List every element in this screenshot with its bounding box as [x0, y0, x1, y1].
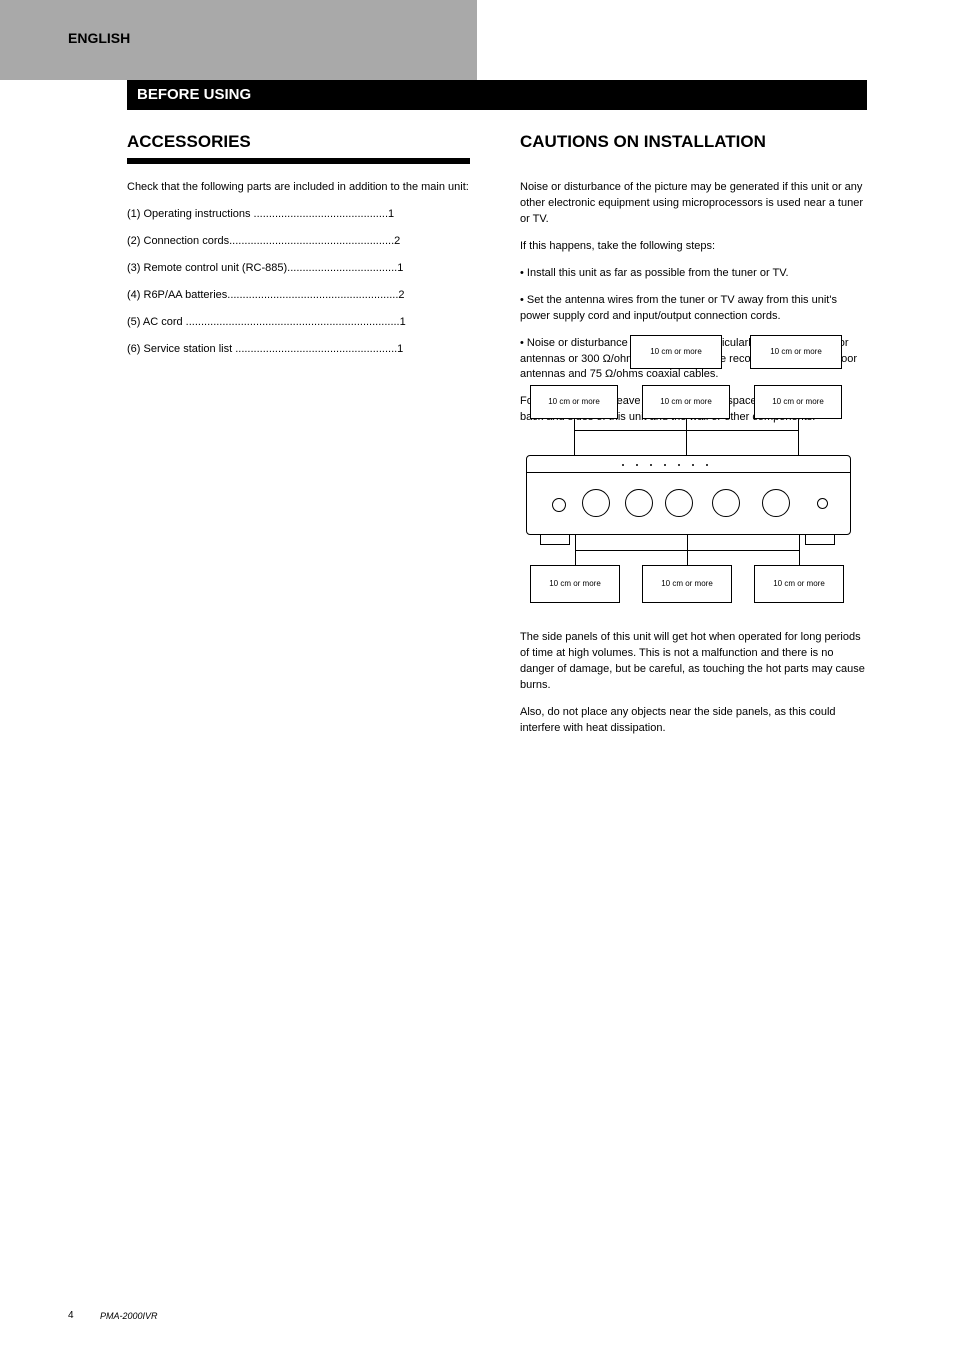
caution-para: If this happens, take the following step… — [520, 239, 865, 255]
connector-line — [798, 419, 799, 455]
led-dot — [664, 464, 666, 466]
clearance-box: 10 cm or more — [750, 335, 842, 369]
amp-led-row — [622, 464, 708, 466]
language-label: ENGLISH — [68, 30, 130, 46]
amp-knob — [582, 489, 610, 517]
led-dot — [636, 464, 638, 466]
accessory-item: (5) AC cord ............................… — [127, 315, 470, 331]
caution-para: Also, do not place any objects near the … — [520, 705, 865, 737]
led-dot — [650, 464, 652, 466]
left-column: Check that the following parts are inclu… — [127, 180, 470, 369]
clearance-box: 10 cm or more — [642, 565, 732, 603]
model-footer-label: PMA-2000IVR — [100, 1311, 158, 1321]
caution-bullet: • Set the antenna wires from the tuner o… — [520, 293, 865, 325]
amp-foot — [805, 535, 835, 545]
clearance-box-label: 10 cm or more — [770, 347, 822, 357]
clearance-box-label: 10 cm or more — [548, 397, 600, 407]
led-dot — [706, 464, 708, 466]
right-title-rule — [520, 158, 865, 164]
amp-foot — [540, 535, 570, 545]
section-black-bar: BEFORE USING — [127, 80, 867, 110]
led-dot — [622, 464, 624, 466]
connector-line — [575, 550, 799, 551]
clearance-box-label: 10 cm or more — [772, 397, 824, 407]
amplifier-front-panel — [526, 455, 851, 535]
caution-para: The side panels of this unit will get ho… — [520, 630, 865, 694]
caution-para: Noise or disturbance of the picture may … — [520, 180, 865, 228]
accessories-intro: Check that the following parts are inclu… — [127, 180, 470, 196]
clearance-box: 10 cm or more — [630, 335, 722, 369]
clearance-box-label: 10 cm or more — [549, 579, 601, 589]
clearance-box: 10 cm or more — [754, 565, 844, 603]
clearance-box-label: 10 cm or more — [650, 347, 702, 357]
page-number: 4 — [68, 1310, 74, 1321]
amp-knob — [625, 489, 653, 517]
accessory-item: (2) Connection cords....................… — [127, 234, 470, 250]
clearance-box: 10 cm or more — [530, 385, 618, 419]
caution-bullet: • Install this unit as far as possible f… — [520, 266, 865, 282]
accessory-item: (6) Service station list ...............… — [127, 342, 470, 358]
amp-knob — [665, 489, 693, 517]
led-dot — [692, 464, 694, 466]
amp-knob — [712, 489, 740, 517]
right-column-bottom: The side panels of this unit will get ho… — [520, 630, 865, 748]
connector-line — [574, 430, 798, 431]
clearance-box-label: 10 cm or more — [773, 579, 825, 589]
left-section-title: ACCESSORIES — [127, 132, 251, 152]
clearance-diagram: 10 cm or more 10 cm or more 10 cm or mor… — [520, 330, 865, 615]
amp-knob — [762, 489, 790, 517]
clearance-box: 10 cm or more — [754, 385, 842, 419]
connector-line — [799, 535, 800, 565]
clearance-box: 10 cm or more — [530, 565, 620, 603]
section-black-bar-title: BEFORE USING — [127, 80, 867, 103]
clearance-box: 10 cm or more — [642, 385, 730, 419]
accessory-item: (1) Operating instructions .............… — [127, 207, 470, 223]
clearance-box-label: 10 cm or more — [660, 397, 712, 407]
accessory-item: (4) R6P/AA batteries....................… — [127, 288, 470, 304]
clearance-box-label: 10 cm or more — [661, 579, 713, 589]
amp-knob-small — [817, 498, 828, 509]
amp-knob-small — [552, 498, 566, 512]
connector-line — [686, 419, 687, 455]
right-section-title: CAUTIONS ON INSTALLATION — [520, 132, 766, 152]
accessory-item: (3) Remote control unit (RC-885)........… — [127, 261, 470, 277]
connector-line — [574, 419, 575, 455]
amp-panel-line — [527, 472, 850, 473]
left-title-rule — [127, 158, 470, 164]
led-dot — [678, 464, 680, 466]
